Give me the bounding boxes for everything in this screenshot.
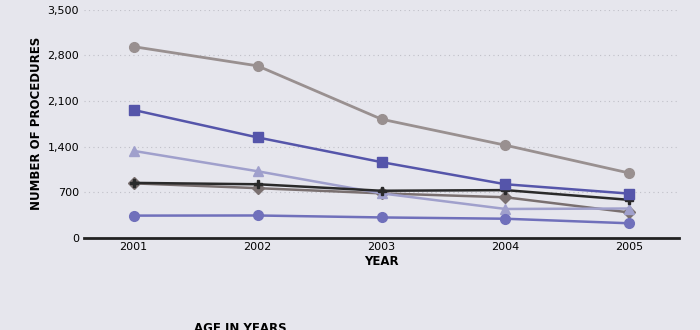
X-axis label: YEAR: YEAR <box>364 255 399 268</box>
Legend: 20–39, 40–49, 50–59, 60–69, 70–79, 80+: 20–39, 40–49, 50–59, 60–69, 70–79, 80+ <box>42 322 440 330</box>
Y-axis label: NUMBER OF PROCEDURES: NUMBER OF PROCEDURES <box>30 37 43 211</box>
